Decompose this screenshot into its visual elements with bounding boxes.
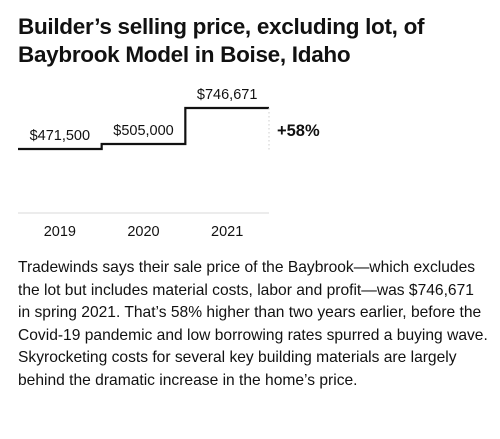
- chart-title: Builder’s selling price, excluding lot, …: [18, 14, 425, 67]
- x-tick-label: 2021: [211, 224, 243, 240]
- x-tick-label: 2020: [127, 224, 159, 240]
- step-chart-svg: $471,500 $505,000 $746,671 2019 2020 2021 +58%: [18, 87, 320, 240]
- data-label: $471,500: [30, 128, 90, 144]
- chart: $471,500 $505,000 $746,671 2019 2020 2021 +58%: [0, 80, 500, 255]
- data-label: $746,671: [197, 87, 257, 103]
- chart-caption: Tradewinds says their sale price of the …: [18, 259, 488, 389]
- x-tick-label: 2019: [44, 224, 76, 240]
- step-line: [18, 106, 269, 151]
- data-label: $505,000: [113, 123, 173, 139]
- change-annotation: +58%: [277, 122, 320, 140]
